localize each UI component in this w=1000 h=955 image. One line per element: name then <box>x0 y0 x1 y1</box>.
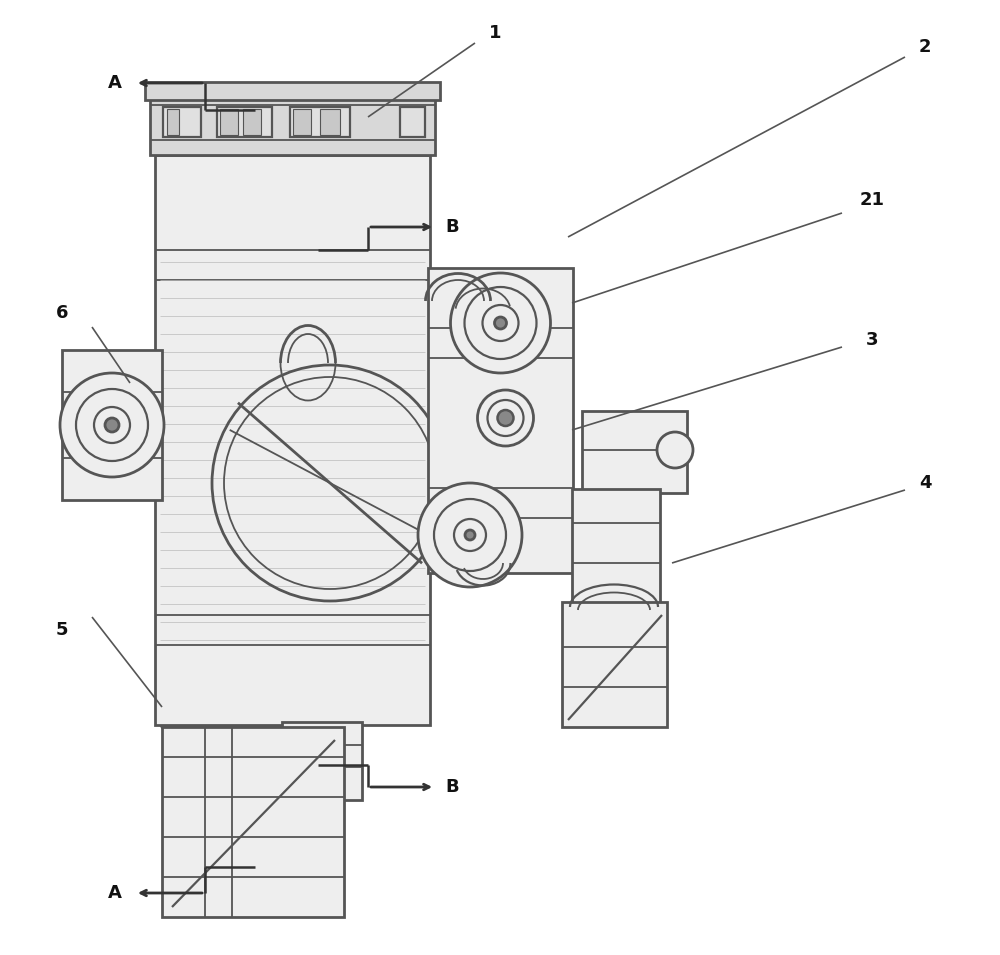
Text: A: A <box>108 884 122 902</box>
Text: A: A <box>108 74 122 92</box>
Bar <box>320 109 340 135</box>
Bar <box>582 411 687 493</box>
Bar <box>290 107 350 137</box>
Text: 1: 1 <box>489 24 501 42</box>
Bar <box>150 85 435 155</box>
Bar <box>572 489 660 607</box>
Circle shape <box>434 499 506 571</box>
Text: B: B <box>445 218 459 236</box>
Text: 2: 2 <box>919 38 931 56</box>
Circle shape <box>488 400 524 436</box>
Circle shape <box>94 407 130 443</box>
Text: 21: 21 <box>860 191 885 209</box>
Text: 5: 5 <box>56 621 68 639</box>
Circle shape <box>60 373 164 477</box>
Circle shape <box>657 432 693 468</box>
Circle shape <box>482 305 518 341</box>
Bar <box>167 109 179 135</box>
Bar <box>243 109 261 135</box>
Circle shape <box>76 389 148 461</box>
Circle shape <box>454 519 486 551</box>
Bar <box>428 268 573 573</box>
Bar <box>163 107 201 137</box>
Text: 3: 3 <box>866 331 878 349</box>
Circle shape <box>418 483 522 587</box>
Circle shape <box>494 317 507 329</box>
Text: B: B <box>445 778 459 796</box>
Circle shape <box>464 287 536 359</box>
Bar <box>62 350 162 500</box>
Circle shape <box>498 410 514 426</box>
Bar <box>162 727 344 917</box>
Bar <box>282 722 362 800</box>
Circle shape <box>105 418 119 432</box>
Text: 4: 4 <box>919 474 931 492</box>
Circle shape <box>465 530 475 540</box>
Circle shape <box>450 273 550 373</box>
Polygon shape <box>162 727 344 757</box>
Text: 6: 6 <box>56 304 68 322</box>
Bar <box>293 109 311 135</box>
Circle shape <box>478 390 534 446</box>
Bar <box>220 109 238 135</box>
Bar <box>155 155 430 725</box>
Bar <box>400 107 425 137</box>
Bar <box>145 82 440 100</box>
Bar <box>562 602 667 727</box>
Bar <box>217 107 272 137</box>
